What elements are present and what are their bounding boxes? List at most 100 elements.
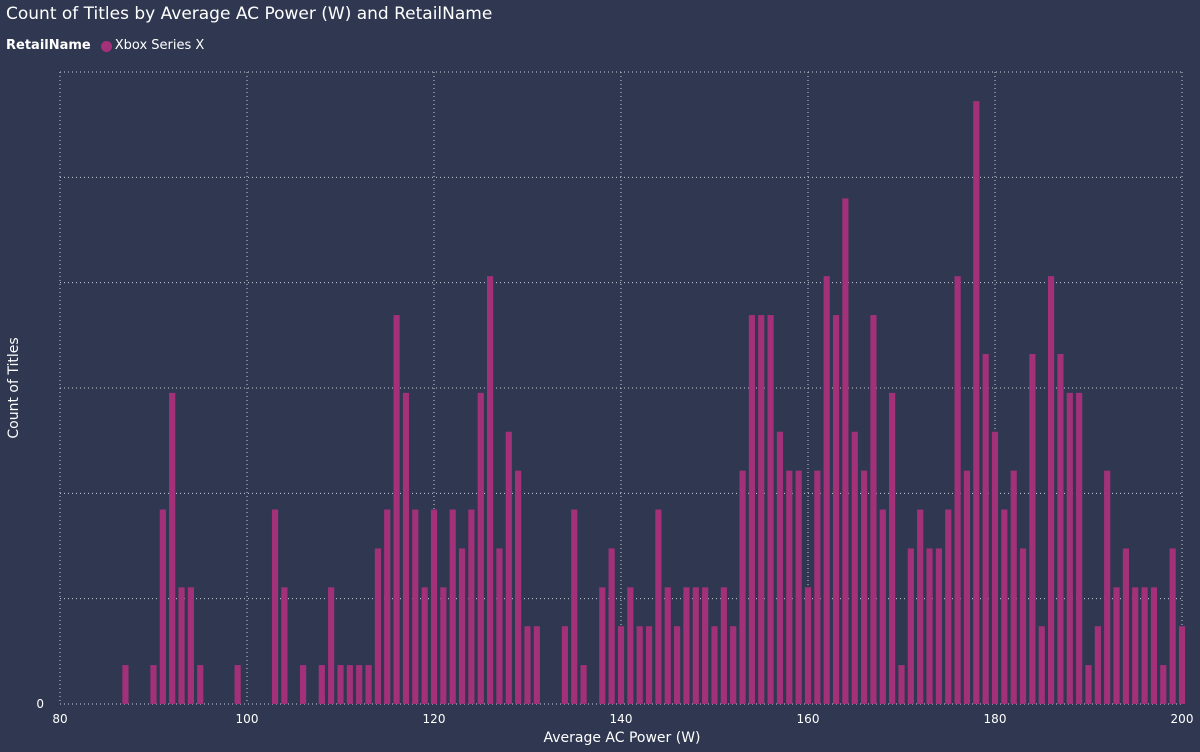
- bar: [477, 392, 484, 704]
- bar: [814, 470, 821, 704]
- bar: [702, 587, 709, 704]
- bar: [1113, 587, 1120, 704]
- bar: [197, 665, 204, 704]
- bar: [832, 315, 840, 704]
- bar: [907, 548, 914, 704]
- x-tick-label: 160: [797, 712, 820, 726]
- bar: [851, 431, 858, 704]
- bar: [842, 198, 849, 704]
- bar: [926, 548, 933, 704]
- bar: [683, 587, 690, 704]
- bar: [1076, 392, 1083, 704]
- bar: [150, 665, 157, 704]
- bar: [982, 353, 989, 704]
- bar: [720, 587, 727, 704]
- bar: [1001, 509, 1008, 704]
- bar: [122, 665, 129, 704]
- bar: [187, 587, 194, 704]
- bar: [898, 665, 905, 704]
- bar: [711, 626, 718, 704]
- bar: [664, 587, 671, 704]
- bar: [374, 548, 381, 704]
- x-tick-label: 140: [610, 712, 633, 726]
- legend: RetailName Xbox Series X: [6, 37, 204, 55]
- bar: [271, 509, 279, 704]
- bar: [889, 392, 896, 704]
- bar: [804, 587, 812, 704]
- bar: [159, 509, 166, 704]
- bar: [1160, 665, 1167, 704]
- bar: [786, 470, 793, 704]
- bar: [365, 665, 372, 704]
- bar: [384, 509, 391, 704]
- bar: [608, 548, 615, 704]
- bar: [1094, 626, 1101, 704]
- bar: [748, 315, 755, 704]
- legend-title: RetailName: [6, 38, 91, 53]
- bar: [571, 509, 578, 704]
- chart-title: Count of Titles by Average AC Power (W) …: [6, 4, 493, 24]
- bar: [1122, 548, 1129, 704]
- bar: [870, 315, 877, 704]
- bar: [692, 587, 699, 704]
- bar: [1019, 548, 1027, 704]
- bar: [1057, 353, 1064, 704]
- bar: [1178, 626, 1186, 704]
- bar: [421, 587, 428, 704]
- bar: [627, 587, 634, 704]
- bar: [346, 665, 353, 704]
- bar: [758, 315, 765, 704]
- bar: [337, 665, 344, 704]
- bar: [617, 626, 625, 704]
- bar: [524, 626, 531, 704]
- bar: [917, 509, 924, 704]
- bar: [1132, 587, 1139, 704]
- bar: [645, 626, 653, 704]
- bar: [449, 509, 456, 704]
- bar: [487, 276, 494, 704]
- bar: [458, 548, 466, 704]
- x-axis-label: Average AC Power (W): [543, 730, 701, 746]
- bar: [515, 470, 522, 704]
- bar: [1141, 587, 1148, 704]
- bar: [1048, 276, 1055, 704]
- bar: [178, 587, 185, 704]
- bar: [674, 626, 681, 704]
- bar: [561, 626, 568, 704]
- bar: [430, 509, 438, 704]
- bar: [599, 587, 606, 704]
- bar: [1038, 626, 1045, 704]
- bar: [767, 315, 774, 704]
- bar: [328, 587, 335, 704]
- bar: [879, 509, 886, 704]
- x-tick-label: 80: [52, 712, 67, 726]
- bar: [954, 276, 961, 704]
- bar: [636, 626, 643, 704]
- x-tick-label: 120: [423, 712, 446, 726]
- bar: [300, 665, 307, 704]
- bar: [440, 587, 447, 704]
- bar: [1066, 392, 1073, 704]
- bar: [496, 548, 503, 704]
- bar: [1085, 665, 1092, 704]
- legend-marker-icon[interactable]: [100, 40, 112, 52]
- bar: [318, 665, 325, 704]
- bar: [935, 548, 942, 704]
- bar: [356, 665, 363, 704]
- x-tick-label: 180: [984, 712, 1007, 726]
- bar: [655, 509, 662, 704]
- bar: [468, 509, 475, 704]
- bar: [991, 431, 999, 704]
- x-tick-label: 200: [1171, 712, 1194, 726]
- bar: [1150, 587, 1158, 704]
- bar: [963, 470, 971, 704]
- bar: [945, 509, 952, 704]
- bar: [795, 470, 802, 704]
- bar: [234, 665, 241, 704]
- legend-item-label[interactable]: Xbox Series X: [114, 38, 205, 53]
- bar: [402, 392, 410, 704]
- bar: [739, 470, 746, 704]
- bar: [505, 431, 512, 704]
- bar: [861, 470, 868, 704]
